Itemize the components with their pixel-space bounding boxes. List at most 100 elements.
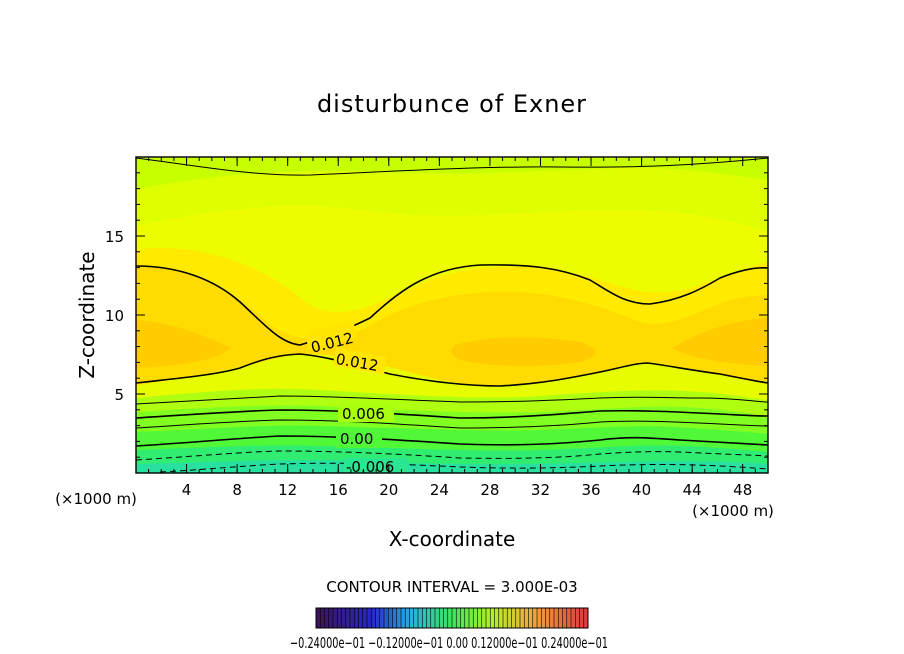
plot-area: 0.012 0.012 0.006 0.00 -0.006 [135,156,769,476]
colorbar-swatch [333,608,338,628]
colorbar-swatch [371,608,376,628]
colorbar-swatch [507,608,512,628]
colorbar-swatch [430,608,436,628]
x-unit-label-left: (×1000 m) [55,490,137,508]
x-tick-labels: 4 8 12 16 20 24 28 32 36 40 44 48 [182,481,752,499]
colorbar-frame [315,607,589,629]
contour-line-neg003 [136,450,768,461]
colorbar-swatch [549,608,555,628]
contour-line-012-lower [136,353,768,387]
colorbar-swatch [537,608,542,628]
colorbar-swatch [401,608,406,628]
colorbar-swatch [490,608,495,628]
colorbar-swatch [520,608,525,628]
y-tick-labels: 5 10 15 [105,228,124,404]
colorbar-swatch [341,608,347,628]
contour-line-006 [136,409,768,419]
colorbar-swatch [486,608,491,628]
colorbar-swatch [554,608,559,628]
colorbar-swatch [571,608,576,628]
chart-title: disturbunce of Exner [317,90,587,118]
colorbar-swatch [367,608,372,628]
contour-interval-text: CONTOUR INTERVAL = 3.000E-03 [326,578,577,596]
colorbar-swatch [532,608,538,628]
x-tick-label: 28 [480,481,499,499]
filled-contours [136,157,768,473]
colorbar-swatch [447,608,453,628]
colorbar-swatch [460,608,466,628]
colorbar-swatch [422,608,427,628]
y-tick-label: 10 [105,307,124,325]
colorbar-swatch [324,608,330,628]
colorbar-swatch [435,608,440,628]
colorbar-swatch [413,608,419,628]
colorbar-swatch [354,608,359,628]
colorbar-swatch [473,608,478,628]
contour-line-000 [136,435,768,447]
colorbar-swatch [562,608,568,628]
colorbar-swatch [384,608,389,628]
colorbar-swatch [443,608,449,628]
colorbar-swatch [439,608,444,628]
colorbar-swatch [396,608,402,628]
colorbar-swatch [426,608,432,628]
colorbar-swatch [456,608,461,628]
x-tick-label: 12 [278,481,297,499]
colorbar-swatch [375,608,381,628]
colorbar-swatch [524,608,529,628]
contour-line-012-upper [136,264,768,346]
x-tick-label: 4 [182,481,192,499]
colorbar-swatch [477,608,483,628]
colorbar-swatch [464,608,470,628]
colorbar-swatch [392,608,398,628]
colorbar-swatch [316,608,321,628]
x-tick-label: 32 [531,481,550,499]
contour-label: 0.006 [342,405,385,423]
colorbar-swatch [362,608,368,628]
x-tick-label: 48 [733,481,752,499]
tick-marks [136,157,768,473]
x-axis-label: X-coordinate [389,527,516,551]
contour-line-009 [136,395,768,405]
contour-label: -0.006 [346,458,394,476]
colorbar-swatch [558,608,563,628]
x-unit-label-right: (×1000 m) [692,502,774,520]
x-tick-label: 20 [379,481,398,499]
colorbar-swatch [541,608,546,628]
colorbar-swatch [583,608,589,628]
colorbar-swatch [575,608,580,628]
colorbar-swatch [498,608,504,628]
contour-line-neg006 [159,462,768,473]
colorbar-swatch [528,608,534,628]
colorbar-swatch [328,608,334,628]
colorbar-swatch [337,608,342,628]
colorbar-swatch [515,608,521,628]
contour-line-upper [136,157,768,176]
colorbar-swatch [405,608,410,628]
y-tick-label: 5 [114,386,124,404]
colorbar-swatch [452,608,457,628]
colorbar-swatch [481,608,487,628]
colorbar-swatch [388,608,393,628]
colorbar-swatch [409,608,415,628]
colorbar-labels: −0.24000e−01 −0.12000e−01 0.00 0.12000e−… [290,634,608,652]
colorbar-swatch [358,608,364,628]
colorbar-swatch [511,608,517,628]
colorbar-swatch [320,608,325,628]
x-tick-label: 8 [232,481,242,499]
colorbar-swatch [579,608,585,628]
x-tick-label: 36 [581,481,600,499]
contour-line-003 [136,419,768,429]
contour-label: 0.00 [340,430,373,448]
colorbar-swatch [350,608,355,628]
x-tick-label: 24 [430,481,449,499]
x-tick-label: 16 [329,481,348,499]
colorbar-swatch [345,608,351,628]
colorbar-swatch [503,608,508,628]
colorbar-swatch [469,608,474,628]
y-tick-label: 15 [105,228,124,246]
colorbar-swatch [566,608,572,628]
y-axis-label: Z-coordinate [75,251,99,378]
contour-lines [136,157,768,473]
